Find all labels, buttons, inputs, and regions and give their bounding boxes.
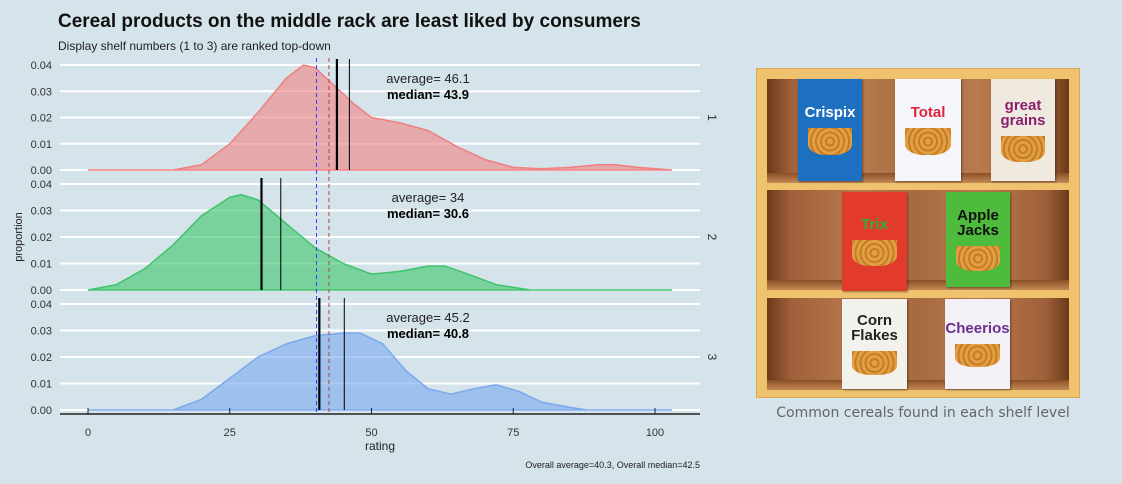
y-tick-label: 0.01 <box>31 379 52 391</box>
shelf-caption: Common cereals found in each shelf level <box>776 405 1070 421</box>
strip-label: 2 <box>705 234 719 241</box>
cereal-box: Total <box>895 79 961 181</box>
cereal-box: Cheerios <box>945 299 1010 389</box>
y-tick-label: 0.03 <box>31 326 52 338</box>
y-tick-label: 0.00 <box>31 165 52 177</box>
density-area-shelf-1 <box>88 64 673 171</box>
cereal-box-name: Trix <box>861 216 888 234</box>
y-tick-label: 0.01 <box>31 259 52 271</box>
cereal-bowl-icon <box>851 240 898 266</box>
cereal-box: great grains <box>991 79 1055 181</box>
y-tick-label: 0.03 <box>31 206 52 218</box>
cereal-shelf-illustration: Crispix Total great grains Trix Apple Jacks C… <box>756 68 1080 398</box>
cereal-box: Crispix <box>798 79 862 181</box>
median-label: median= 30.6 <box>387 206 469 221</box>
cereal-bowl-icon <box>955 246 1001 271</box>
cereal-box: Trix <box>842 192 907 291</box>
x-tick-label: 25 <box>224 427 236 439</box>
x-tick-label: 50 <box>365 427 377 439</box>
density-area-shelf-2 <box>87 193 673 291</box>
y-tick-label: 0.02 <box>31 352 52 364</box>
x-axis-label: rating <box>365 439 395 453</box>
x-tick-label: 0 <box>85 427 91 439</box>
y-tick-label: 0.04 <box>31 60 52 72</box>
y-tick-label: 0.01 <box>31 139 52 151</box>
average-label: average= 46.1 <box>386 71 469 86</box>
cereal-box: Corn Flakes <box>842 299 907 389</box>
shelf-level-3 <box>767 298 1069 390</box>
cereal-box-name: great grains <box>1000 96 1046 129</box>
density-area-shelf-3 <box>88 332 673 411</box>
y-axis-label: proportion <box>13 212 25 262</box>
average-label: average= 45.2 <box>386 310 469 325</box>
median-label: median= 40.8 <box>387 326 469 341</box>
cereal-bowl-icon <box>1000 135 1046 163</box>
strip-label: 3 <box>705 354 719 361</box>
y-tick-label: 0.03 <box>31 86 52 98</box>
chart-subtitle: Display shelf numbers (1 to 3) are ranke… <box>58 39 331 53</box>
x-tick-label: 75 <box>507 427 519 439</box>
y-tick-label: 0.04 <box>31 179 52 191</box>
shelf-level-2 <box>767 190 1069 290</box>
median-label: median= 43.9 <box>387 87 469 102</box>
cereal-box-name: Corn Flakes <box>851 312 898 345</box>
y-tick-label: 0.00 <box>31 285 52 297</box>
strip-label: 1 <box>705 114 719 121</box>
cereal-bowl-icon <box>807 128 853 155</box>
cereal-bowl-icon <box>851 351 898 375</box>
cereal-box-name: Cheerios <box>945 319 1010 337</box>
cereal-bowl-icon <box>904 128 952 155</box>
y-tick-label: 0.02 <box>31 232 52 244</box>
y-tick-label: 0.04 <box>31 299 52 311</box>
cereal-box: Apple Jacks <box>946 192 1010 287</box>
average-label: average= 34 <box>392 190 465 205</box>
chart-title: Cereal products on the middle rack are l… <box>58 11 641 32</box>
chart-caption: Overall average=40.3, Overall median=42.… <box>525 460 700 470</box>
cereal-box-name: Total <box>910 104 946 122</box>
y-tick-label: 0.00 <box>31 405 52 417</box>
cereal-box-name: Crispix <box>804 104 856 122</box>
cereal-bowl-icon <box>954 343 1001 368</box>
cereal-box-name: Apple Jacks <box>957 207 999 240</box>
y-tick-label: 0.02 <box>31 113 52 125</box>
x-tick-label: 100 <box>646 427 664 439</box>
